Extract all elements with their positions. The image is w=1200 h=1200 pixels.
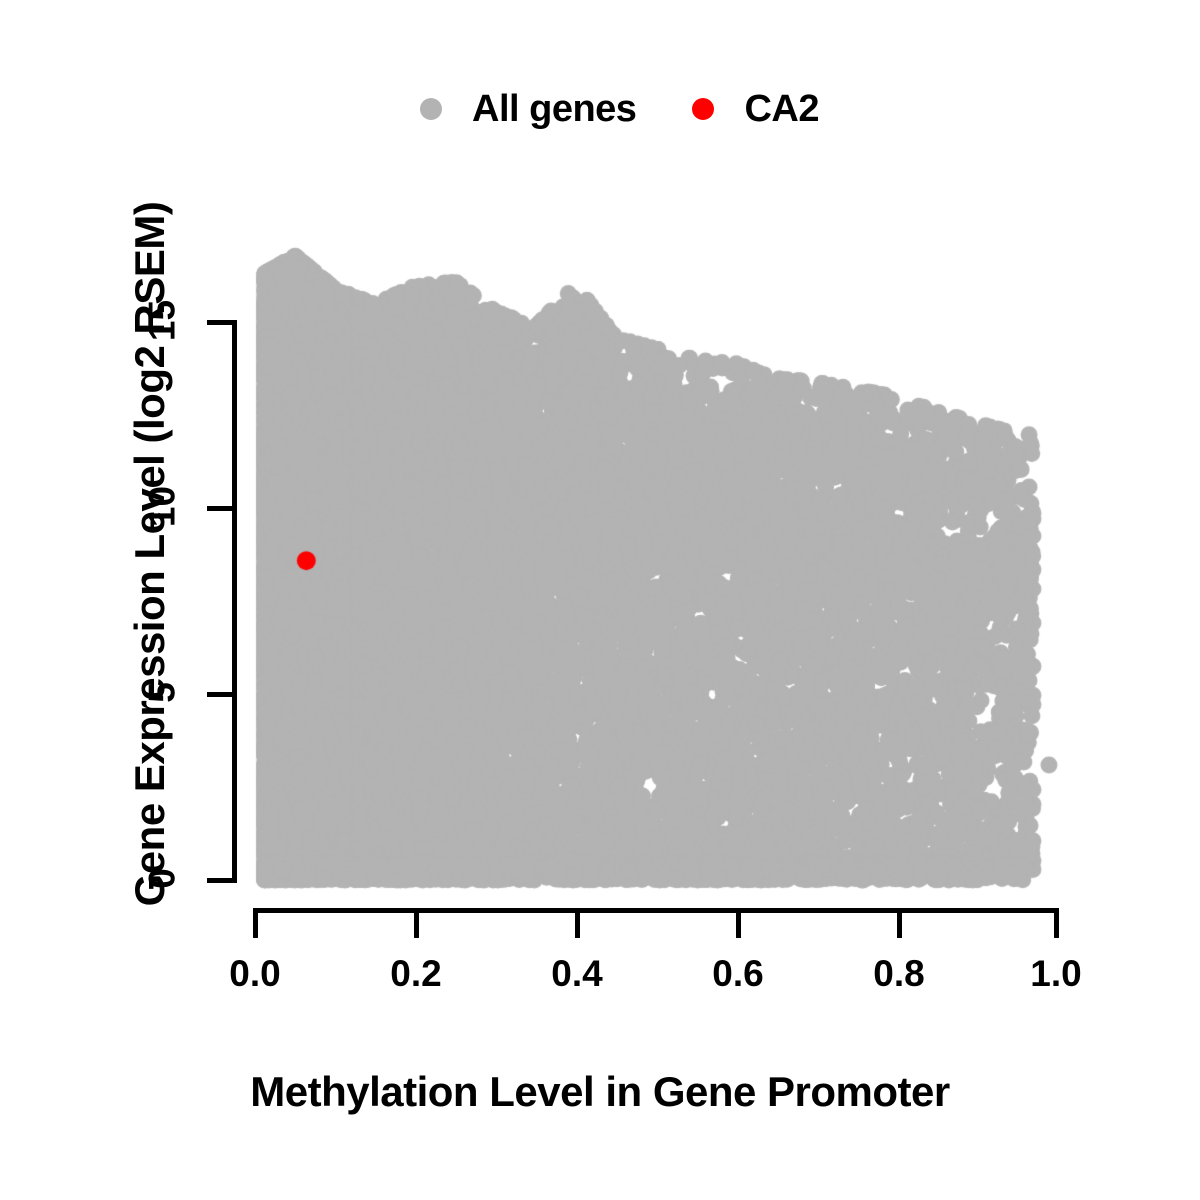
y-axis-line [232, 323, 237, 883]
x-axis-tick-label-0.8: 0.8 [873, 953, 925, 994]
x-axis-tick-1.0 [1054, 908, 1059, 938]
x-axis-tick-0.8 [897, 908, 902, 938]
y-axis-tick-15 [207, 320, 237, 325]
scatter-points-layer [236, 200, 1066, 890]
x-axis-tick-label-0.4: 0.4 [551, 953, 603, 994]
x-axis-tick-label-0.2: 0.2 [390, 953, 442, 994]
y-axis-tick-0 [207, 878, 237, 883]
y-axis-tick-5 [207, 692, 237, 697]
x-axis-tick-label-1.0: 1.0 [1030, 953, 1082, 994]
x-axis-tick-label-0.6: 0.6 [712, 953, 764, 994]
x-axis-tick-label-0.0: 0.0 [229, 953, 281, 994]
legend-label-ca2: CA2 [744, 88, 819, 130]
x-axis-tick-0.4 [575, 908, 580, 938]
x-axis-tick-0.0 [253, 908, 258, 938]
legend-entry-ca2: CA2 [692, 90, 819, 128]
x-axis-line [253, 908, 1059, 913]
legend-label-all-genes: All genes [472, 88, 637, 130]
legend-marker-ca2-icon [692, 98, 715, 120]
y-axis-tick-10 [207, 506, 237, 511]
legend-marker-all-genes-icon [420, 98, 442, 120]
legend-entry-all-genes: All genes [420, 88, 637, 130]
x-axis-tick-0.6 [736, 908, 741, 938]
y-axis-title: Gene Expression Level (log2 RSEM) [126, 201, 173, 907]
legend: All genes CA2 [420, 80, 900, 138]
plot-area [236, 200, 1066, 890]
x-axis-title: Methylation Level in Gene Promoter [250, 1068, 950, 1115]
x-axis-tick-0.2 [414, 908, 419, 938]
